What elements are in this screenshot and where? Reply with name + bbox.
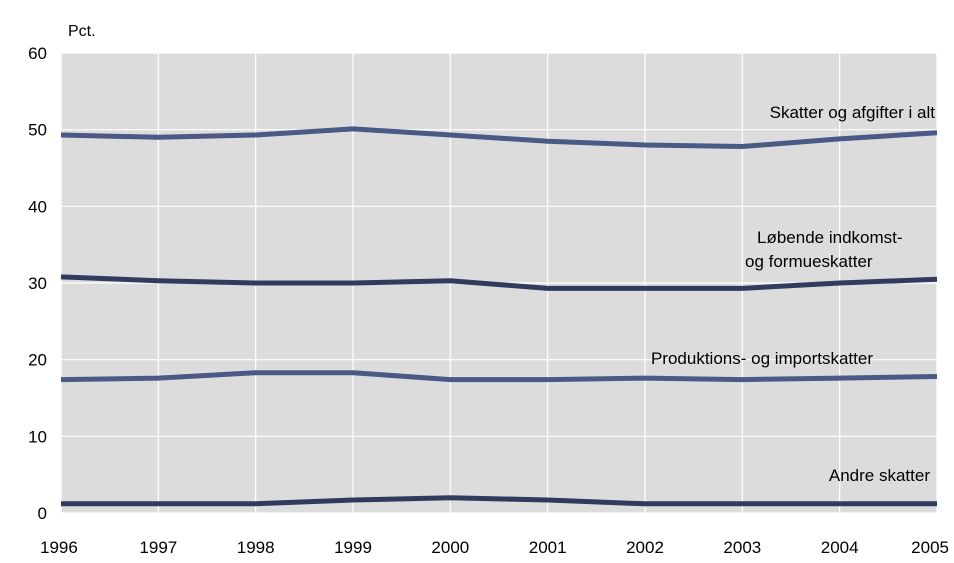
- series-lines: [60, 126, 938, 507]
- y-tick-label: 20: [28, 351, 47, 370]
- x-tick-label: 1996: [40, 538, 78, 557]
- y-tick-label: 50: [28, 121, 47, 140]
- series-label-0: Skatter og afgifter i alt: [770, 103, 936, 122]
- x-tick-label: 2002: [626, 538, 664, 557]
- y-axis-ticks: 0 10 20 30 40 50 60: [28, 44, 47, 523]
- series-line-0: [60, 126, 938, 149]
- series-label-1: Løbende indkomst-: [757, 228, 903, 247]
- series-line-3: [61, 495, 937, 507]
- series-line-2: [60, 370, 938, 383]
- x-tick-label: 2005: [911, 538, 949, 557]
- series-line-1: [60, 274, 938, 291]
- y-tick-label: 30: [28, 274, 47, 293]
- series-label-2: Produktions- og importskatter: [651, 349, 873, 368]
- y-axis-unit-label: Pct.: [68, 23, 96, 40]
- series-label-1: og formueskatter: [745, 252, 873, 271]
- series-label-3: Andre skatter: [829, 466, 930, 485]
- x-tick-label: 1998: [237, 538, 275, 557]
- x-tick-label: 1997: [139, 538, 177, 557]
- y-tick-label: 40: [28, 197, 47, 216]
- x-tick-label: 2003: [723, 538, 761, 557]
- y-tick-label: 60: [28, 44, 47, 63]
- series-labels: Skatter og afgifter i alt Løbende indkoms…: [651, 103, 935, 485]
- x-axis-ticks: 1996 1997 1998 1999 2000 2001 2002 2003 2004 2005: [40, 538, 949, 557]
- y-tick-label: 10: [28, 427, 47, 446]
- x-tick-label: 2001: [529, 538, 567, 557]
- x-tick-label: 1999: [334, 538, 372, 557]
- x-tick-label: 2000: [431, 538, 469, 557]
- x-tick-label: 2004: [821, 538, 859, 557]
- y-tick-label: 0: [38, 504, 47, 523]
